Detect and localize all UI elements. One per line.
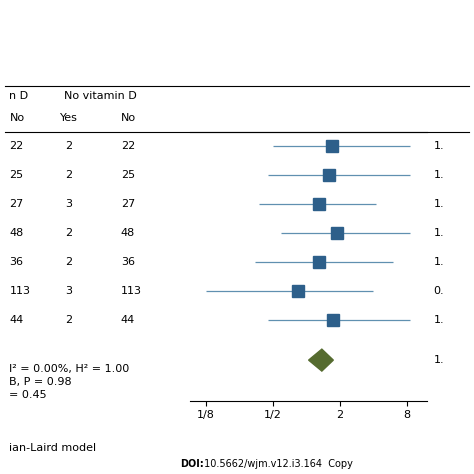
Text: B, P = 0.98: B, P = 0.98 — [9, 377, 72, 387]
Text: n D: n D — [9, 91, 28, 101]
Text: = 0.45: = 0.45 — [9, 390, 47, 400]
Text: 3: 3 — [65, 199, 72, 209]
Text: 44: 44 — [121, 315, 135, 325]
Text: No: No — [9, 113, 25, 123]
Text: 1.: 1. — [434, 199, 444, 209]
Text: 25: 25 — [9, 170, 24, 180]
Text: 113: 113 — [9, 286, 30, 296]
Text: 48: 48 — [121, 228, 135, 238]
Text: No vitamin D: No vitamin D — [64, 91, 137, 101]
Text: 1.: 1. — [434, 257, 444, 267]
Text: 1.: 1. — [434, 228, 444, 238]
Text: 2: 2 — [65, 170, 73, 180]
Text: 27: 27 — [121, 199, 135, 209]
Text: 2: 2 — [65, 315, 73, 325]
Text: DOI:: DOI: — [180, 458, 204, 469]
Text: 27: 27 — [9, 199, 24, 209]
Text: 36: 36 — [121, 257, 135, 267]
Text: 36: 36 — [9, 257, 24, 267]
Text: 44: 44 — [9, 315, 24, 325]
Text: I² = 0.00%, H² = 1.00: I² = 0.00%, H² = 1.00 — [9, 364, 130, 374]
Text: 3: 3 — [65, 286, 72, 296]
Text: No: No — [121, 113, 136, 123]
Text: Yes: Yes — [60, 113, 78, 123]
Text: 1.: 1. — [434, 315, 444, 325]
Polygon shape — [309, 349, 333, 371]
Text: 1.: 1. — [434, 170, 444, 180]
Text: 48: 48 — [9, 228, 24, 238]
Text: 2: 2 — [65, 228, 73, 238]
Text: 0.: 0. — [434, 286, 444, 296]
Text: 10.5662/wjm.v12.i3.164  Copy: 10.5662/wjm.v12.i3.164 Copy — [201, 458, 353, 469]
Text: 2: 2 — [65, 141, 73, 152]
Text: 1.: 1. — [434, 141, 444, 152]
Text: 113: 113 — [121, 286, 142, 296]
Text: ian-Laird model: ian-Laird model — [9, 443, 97, 453]
Text: 25: 25 — [121, 170, 135, 180]
Text: 1.: 1. — [434, 355, 444, 365]
Text: 22: 22 — [9, 141, 24, 152]
Text: 22: 22 — [121, 141, 135, 152]
Text: 2: 2 — [65, 257, 73, 267]
